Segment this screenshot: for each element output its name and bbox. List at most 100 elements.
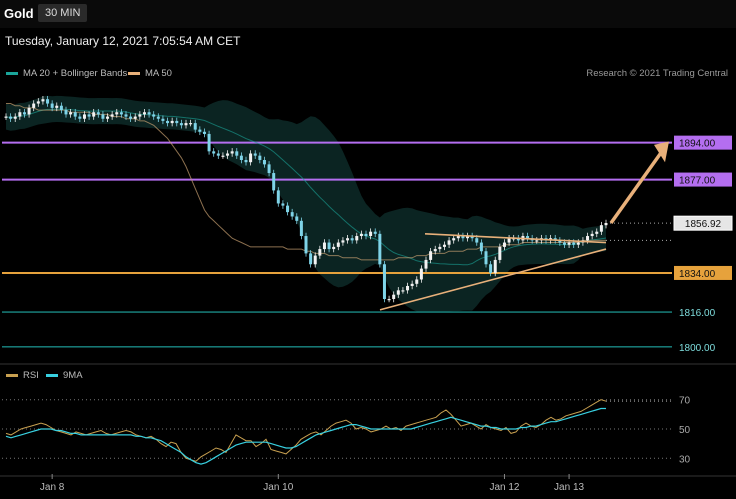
timeframe-button[interactable]: 30 MIN bbox=[38, 4, 88, 22]
level-1894-00: 1894.00 bbox=[2, 135, 732, 150]
candle bbox=[493, 259, 497, 273]
candle bbox=[106, 116, 110, 119]
legend-9ma-label: 9MA bbox=[63, 370, 83, 381]
candle bbox=[161, 118, 165, 121]
rsi-swatch bbox=[6, 374, 18, 377]
candle bbox=[189, 123, 193, 125]
symbol-title: Gold bbox=[4, 6, 34, 21]
rsi-9ma-line bbox=[5, 407, 606, 465]
x-label-jan-13: Jan 13 bbox=[554, 482, 584, 493]
legend-ma50[interactable]: MA 50 bbox=[128, 68, 172, 79]
candle bbox=[59, 105, 63, 111]
candle bbox=[359, 233, 363, 237]
rsi-tick-30: 30 bbox=[679, 454, 691, 465]
candle bbox=[244, 160, 248, 163]
candle bbox=[13, 116, 17, 119]
legend-9ma[interactable]: 9MA bbox=[46, 370, 83, 381]
target-arrow-head bbox=[654, 141, 669, 163]
candle bbox=[258, 155, 262, 161]
candle bbox=[489, 264, 493, 273]
candle bbox=[73, 112, 77, 117]
credit-label: Research © 2021 Trading Central bbox=[586, 68, 728, 79]
rsi-tick-50: 50 bbox=[679, 425, 691, 436]
x-label-jan-8: Jan 8 bbox=[40, 482, 65, 493]
candle bbox=[235, 151, 239, 156]
candle bbox=[290, 212, 294, 217]
level-text: 1894.00 bbox=[679, 139, 716, 150]
candle bbox=[475, 238, 479, 243]
legend-ma50-label: MA 50 bbox=[145, 68, 172, 79]
legend-ma20-label: MA 20 + Bollinger Bands bbox=[23, 68, 128, 79]
candle bbox=[142, 112, 146, 115]
bollinger-band bbox=[6, 95, 606, 313]
candle bbox=[350, 238, 354, 241]
legend-rsi[interactable]: RSI bbox=[6, 370, 39, 381]
candle bbox=[230, 151, 234, 154]
level-text: 1834.00 bbox=[679, 269, 716, 280]
level-tag bbox=[674, 172, 732, 187]
level-1834-00: 1834.00 bbox=[2, 265, 732, 280]
candle bbox=[226, 153, 230, 156]
candle bbox=[318, 249, 322, 256]
candle bbox=[262, 160, 266, 165]
candle bbox=[198, 129, 202, 132]
candle bbox=[516, 238, 520, 241]
title-bar: Gold 30 MIN bbox=[0, 0, 736, 28]
target-arrow-shaft bbox=[609, 150, 664, 225]
candle bbox=[382, 264, 386, 300]
level-tag bbox=[674, 135, 732, 150]
candle bbox=[479, 242, 483, 252]
candle bbox=[133, 116, 137, 119]
candle bbox=[604, 223, 608, 226]
candle bbox=[184, 123, 188, 126]
x-label-jan-12: Jan 12 bbox=[489, 482, 519, 493]
candle bbox=[442, 244, 446, 247]
level-1800-00: 1800.00 bbox=[2, 343, 716, 354]
candle bbox=[507, 238, 511, 243]
ma50-swatch bbox=[128, 72, 140, 75]
candle bbox=[498, 246, 502, 260]
candle bbox=[36, 101, 40, 104]
candle bbox=[170, 120, 174, 124]
candle bbox=[166, 120, 170, 124]
candle bbox=[212, 151, 216, 154]
level-tag bbox=[674, 265, 732, 280]
candle bbox=[572, 242, 576, 245]
level-1877-00: 1877.00 bbox=[2, 172, 732, 187]
triangle-upper-line bbox=[424, 233, 607, 244]
level-text: 1877.00 bbox=[679, 176, 716, 187]
candle bbox=[152, 114, 156, 117]
candle bbox=[129, 116, 133, 119]
candle bbox=[156, 116, 160, 119]
candle bbox=[92, 112, 96, 117]
candle bbox=[327, 242, 331, 250]
legend-ma20[interactable]: MA 20 + Bollinger Bands bbox=[6, 68, 127, 79]
candle bbox=[595, 231, 599, 234]
candle bbox=[50, 103, 54, 108]
candle bbox=[438, 246, 442, 250]
candle bbox=[373, 231, 377, 234]
candle bbox=[332, 246, 336, 250]
candle bbox=[32, 103, 36, 108]
candle bbox=[322, 242, 326, 250]
candle bbox=[406, 285, 410, 291]
candle bbox=[299, 220, 303, 237]
candle bbox=[313, 255, 317, 265]
candle bbox=[392, 294, 396, 300]
candle bbox=[355, 236, 359, 241]
candle bbox=[276, 190, 280, 204]
candle bbox=[179, 123, 183, 126]
candle bbox=[281, 203, 285, 206]
candle bbox=[272, 173, 276, 191]
datetime-label: Tuesday, January 12, 2021 7:05:54 AM CET bbox=[5, 34, 241, 48]
candle bbox=[175, 120, 179, 124]
candle bbox=[309, 253, 313, 265]
candle bbox=[304, 236, 308, 254]
candle bbox=[470, 236, 474, 239]
candle bbox=[336, 242, 340, 247]
candle bbox=[369, 231, 373, 237]
candle bbox=[456, 236, 460, 239]
ma20-line bbox=[5, 108, 607, 266]
candle bbox=[69, 112, 73, 115]
